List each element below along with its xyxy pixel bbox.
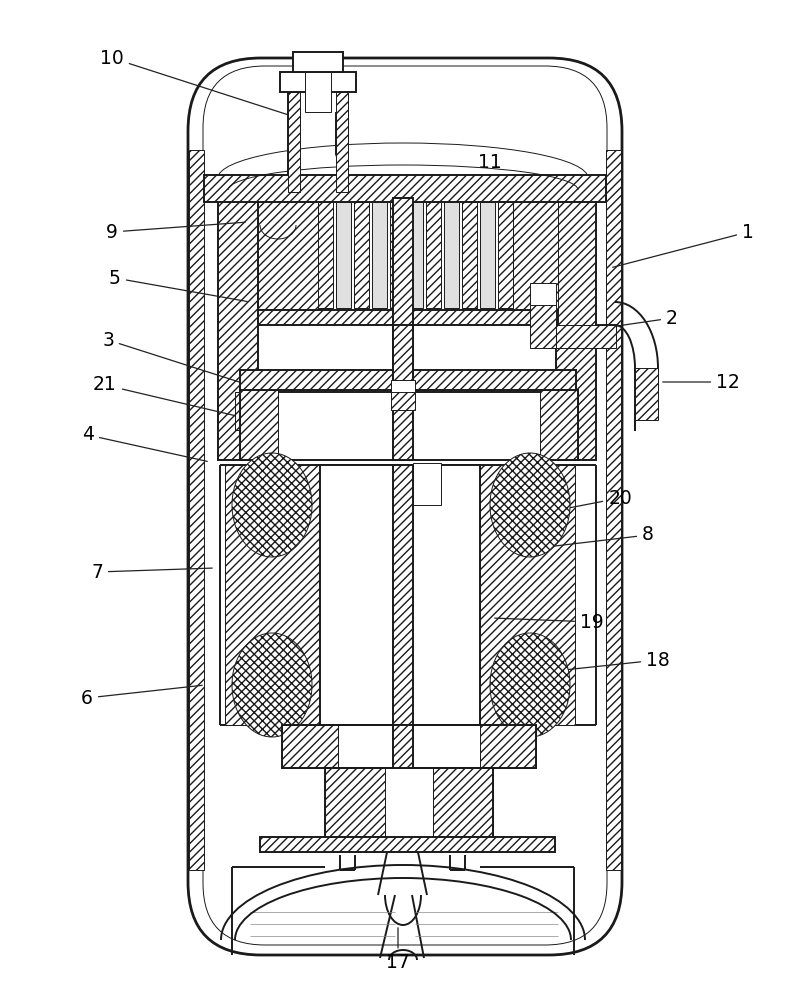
- Bar: [480, 202, 495, 308]
- Bar: [391, 392, 415, 410]
- Bar: [635, 368, 658, 420]
- Bar: [288, 92, 300, 192]
- Text: 3: 3: [102, 330, 255, 387]
- Text: 1: 1: [613, 223, 754, 267]
- Bar: [390, 202, 405, 308]
- Bar: [318, 202, 333, 308]
- Text: 19: 19: [495, 612, 604, 632]
- Bar: [530, 292, 556, 348]
- Bar: [498, 202, 513, 308]
- Ellipse shape: [490, 453, 570, 557]
- Bar: [235, 392, 273, 430]
- Bar: [426, 202, 441, 308]
- Bar: [556, 198, 596, 460]
- Bar: [240, 370, 576, 392]
- Text: 7: 7: [91, 562, 212, 582]
- Bar: [444, 202, 459, 308]
- Text: 10: 10: [100, 48, 295, 117]
- Bar: [282, 725, 536, 768]
- Text: 20: 20: [550, 488, 632, 511]
- Bar: [498, 200, 558, 310]
- Bar: [336, 202, 351, 308]
- Bar: [556, 325, 616, 348]
- Text: 6: 6: [81, 685, 203, 708]
- Bar: [393, 725, 413, 768]
- Text: 2: 2: [558, 308, 678, 335]
- Bar: [240, 390, 578, 460]
- Bar: [305, 72, 331, 112]
- Bar: [354, 202, 369, 308]
- Bar: [280, 72, 356, 92]
- Bar: [393, 465, 413, 725]
- Bar: [372, 202, 387, 308]
- Bar: [413, 463, 441, 505]
- Bar: [462, 202, 477, 308]
- Bar: [225, 465, 320, 725]
- Bar: [426, 202, 441, 308]
- Ellipse shape: [232, 453, 312, 557]
- Ellipse shape: [490, 633, 570, 737]
- Bar: [393, 325, 413, 392]
- Bar: [320, 465, 480, 725]
- FancyBboxPatch shape: [188, 58, 622, 955]
- Bar: [336, 92, 348, 192]
- Bar: [260, 837, 555, 852]
- Text: 4: 4: [82, 426, 207, 461]
- Text: 17: 17: [386, 928, 410, 972]
- Bar: [282, 725, 338, 768]
- Text: 11: 11: [478, 152, 502, 189]
- Bar: [433, 768, 493, 838]
- Bar: [325, 768, 385, 838]
- Ellipse shape: [232, 633, 312, 737]
- Text: 9: 9: [106, 222, 245, 241]
- Bar: [393, 198, 413, 460]
- Text: 5: 5: [109, 268, 247, 302]
- Bar: [390, 202, 405, 308]
- Bar: [462, 202, 477, 308]
- Bar: [235, 392, 273, 430]
- Bar: [204, 175, 606, 202]
- Bar: [354, 202, 369, 308]
- Bar: [540, 390, 578, 460]
- Bar: [218, 198, 258, 460]
- Bar: [258, 200, 318, 310]
- Text: 8: 8: [541, 526, 654, 548]
- Bar: [498, 202, 513, 308]
- Text: 21: 21: [93, 375, 242, 417]
- Bar: [293, 52, 343, 72]
- Bar: [325, 768, 493, 838]
- Bar: [391, 380, 415, 395]
- Bar: [480, 465, 575, 725]
- Text: 12: 12: [663, 372, 740, 391]
- Bar: [318, 202, 333, 308]
- Bar: [240, 390, 278, 460]
- Bar: [408, 202, 423, 308]
- Bar: [189, 150, 204, 870]
- Bar: [480, 725, 536, 768]
- Bar: [606, 150, 621, 870]
- Bar: [530, 283, 556, 305]
- Bar: [258, 310, 558, 325]
- Text: 18: 18: [548, 650, 670, 672]
